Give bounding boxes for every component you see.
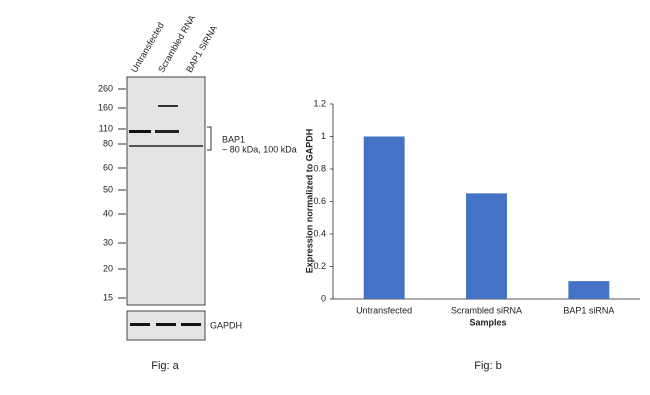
marker-label: 260	[98, 83, 113, 93]
y-tick-label: 0.6	[313, 196, 326, 206]
x-tick-label: BAP1 siRNA	[563, 305, 614, 315]
marker-label: 15	[103, 292, 113, 302]
band	[129, 130, 151, 133]
bar	[466, 193, 507, 299]
x-tick-label: Untransfected	[356, 305, 412, 315]
marker-label: 160	[98, 102, 113, 112]
y-tick-label: 0	[321, 293, 326, 303]
y-tick-label: 1	[321, 131, 326, 141]
band	[156, 323, 176, 326]
marker-label: 50	[103, 184, 113, 194]
band	[130, 323, 150, 326]
band	[129, 145, 203, 147]
marker-label: 110	[99, 123, 113, 133]
x-axis-label: Samples	[469, 317, 506, 327]
band	[181, 323, 201, 326]
y-tick-label: 1.2	[313, 98, 326, 108]
caption: Fig: a	[151, 360, 179, 372]
x-tick-label: Scrambled siRNA	[451, 305, 522, 315]
band	[158, 105, 178, 107]
y-axis-label: Expression normalized to GAPDH	[304, 129, 314, 274]
band	[155, 130, 179, 133]
y-tick-label: 0.2	[313, 261, 326, 271]
bar	[363, 136, 405, 299]
marker-label: 40	[103, 208, 113, 218]
marker-label: 30	[103, 237, 113, 247]
y-tick-label: 0.4	[313, 228, 326, 238]
marker-label: 20	[103, 263, 113, 273]
marker-label: 80	[103, 138, 113, 148]
band-label: BAP1	[222, 134, 245, 144]
bracket	[207, 126, 212, 151]
blot-membrane	[126, 76, 206, 306]
bar	[568, 281, 610, 299]
loading-control: GAPDH	[210, 320, 242, 330]
y-tick-label: 0.8	[313, 163, 326, 173]
band-size: ~ 80 kDa, 100 kDa	[222, 144, 297, 154]
caption: Fig: b	[474, 360, 502, 372]
marker-label: 60	[103, 162, 113, 172]
